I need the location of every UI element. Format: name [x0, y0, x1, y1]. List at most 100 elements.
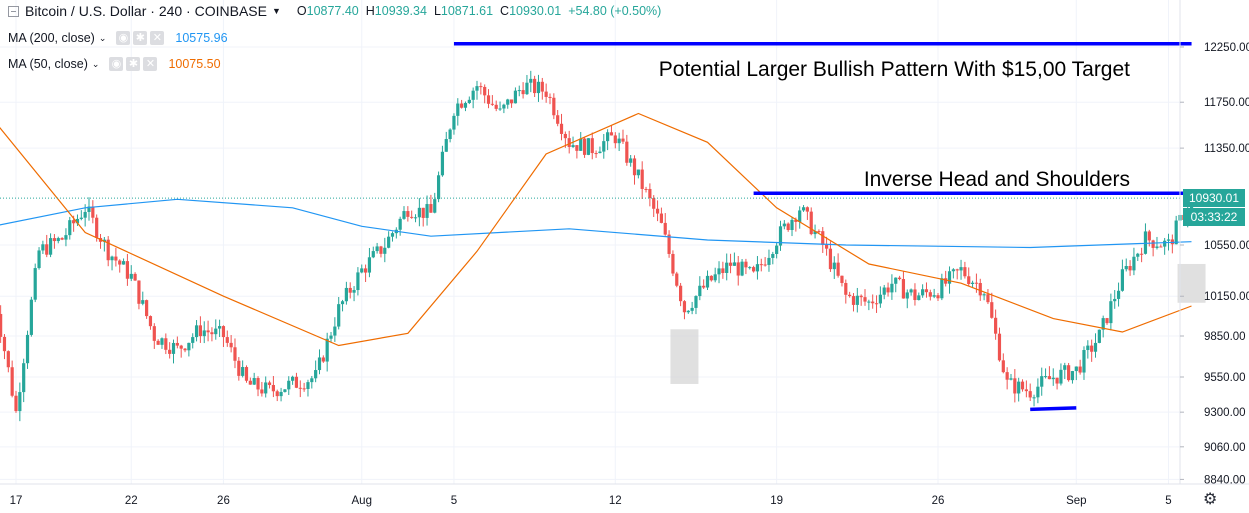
candle-body — [406, 211, 410, 217]
ohlc-close: C10930.01 — [500, 4, 562, 18]
candle-body — [160, 338, 164, 345]
candle-body — [298, 387, 302, 389]
candle-body — [363, 268, 368, 273]
candle-body — [1132, 256, 1136, 271]
candle-body — [951, 269, 955, 272]
candle-body — [452, 115, 456, 130]
candle-body — [444, 139, 448, 152]
candle-body — [644, 188, 648, 190]
candle-body — [675, 273, 679, 286]
candle-body — [1151, 240, 1155, 248]
indicator-value: 10075.50 — [168, 57, 221, 71]
gear-icon[interactable]: ✱ — [126, 57, 141, 71]
ohlc-values: O10877.40 H10939.34 L10871.61 C10930.01 … — [297, 4, 661, 18]
candle-body — [625, 141, 629, 163]
candle-body — [1043, 376, 1048, 378]
candle-body — [982, 294, 986, 296]
candle-body — [333, 326, 337, 336]
indicator-name[interactable]: MA (50, close) — [8, 57, 88, 71]
candle-body — [1136, 253, 1140, 257]
candle-body — [68, 220, 72, 236]
candle-body — [475, 86, 479, 91]
candle-body — [582, 138, 587, 155]
candle-body — [786, 223, 790, 230]
candle-body — [901, 279, 906, 299]
candle-body — [924, 289, 929, 293]
close-icon[interactable]: ✕ — [143, 57, 158, 71]
chevron-down-icon[interactable]: ▼ — [271, 6, 281, 16]
candle-body — [275, 391, 279, 397]
candle-body — [45, 244, 49, 255]
symbol-title[interactable]: Bitcoin / U.S. Dollar · 240 · COINBASE — [25, 3, 267, 19]
candle-body — [848, 294, 852, 297]
candle-body — [383, 247, 387, 254]
candle-body — [844, 282, 848, 295]
candle-body — [402, 211, 406, 219]
candle-body — [440, 151, 445, 176]
candle-body — [767, 257, 771, 265]
gear-icon[interactable]: ✱ — [133, 31, 148, 45]
eye-icon[interactable]: ◉ — [109, 57, 124, 71]
candle-body — [506, 99, 510, 105]
candle-body — [110, 256, 114, 261]
candle-body — [145, 300, 149, 317]
candle-body — [959, 267, 963, 271]
chevron-down-icon[interactable]: ⌄ — [91, 58, 100, 69]
candle-body — [894, 277, 898, 284]
candle-body — [736, 262, 740, 276]
candle-body — [1143, 231, 1148, 254]
chevron-down-icon[interactable]: ⌄ — [98, 32, 107, 43]
minus-square-icon[interactable] — [8, 5, 19, 17]
candle-body — [867, 301, 871, 303]
candle-body — [56, 238, 60, 242]
candle-body — [1159, 246, 1163, 248]
indicator-name[interactable]: MA (200, close) — [8, 31, 95, 45]
candle-body — [2, 336, 7, 352]
candle-body — [878, 294, 882, 304]
candle-body — [398, 218, 402, 230]
candle-body — [348, 287, 352, 293]
time-tick-label: 5 — [451, 495, 457, 507]
ma50-line — [0, 112, 1192, 347]
candle-body — [72, 220, 76, 224]
candle-body — [302, 388, 306, 390]
candle-body — [955, 269, 959, 271]
candle-body — [325, 338, 329, 362]
chart-grid — [0, 0, 1180, 484]
candle-body — [594, 153, 598, 155]
candle-body — [832, 262, 836, 270]
candle-body — [986, 294, 990, 303]
candle-body — [479, 86, 483, 88]
candle-body — [279, 391, 283, 397]
candle-body — [782, 223, 786, 227]
candle-body — [824, 244, 829, 249]
indicator-ma200[interactable]: MA (200, close) ⌄ ◉ ✱ ✕ 10575.96 — [8, 28, 228, 48]
gear-icon[interactable]: ⚙ — [1203, 491, 1218, 508]
candle-body — [60, 238, 64, 240]
candle-body — [682, 301, 687, 313]
candle-body — [1024, 389, 1028, 392]
candle-body — [1005, 372, 1009, 380]
candle-body — [467, 99, 471, 104]
candle-body — [1063, 365, 1067, 370]
candle-body — [171, 342, 176, 354]
candle-body — [179, 345, 183, 349]
indicator-ma50[interactable]: MA (50, close) ⌄ ◉ ✱ ✕ 10075.50 — [8, 54, 221, 74]
candle-body — [705, 275, 710, 288]
candle-body — [337, 304, 341, 327]
candle-body — [913, 289, 917, 301]
highlight-box — [1177, 263, 1206, 303]
eye-icon[interactable]: ◉ — [116, 31, 131, 45]
candle-body — [121, 261, 126, 265]
candle-body — [321, 357, 325, 362]
candle-body — [702, 285, 706, 288]
candle-body — [1017, 381, 1021, 394]
candle-body — [567, 138, 571, 147]
candle-body — [156, 340, 160, 345]
close-icon[interactable]: ✕ — [150, 31, 165, 45]
candle-body — [498, 108, 502, 110]
indicator-value: 10575.96 — [175, 31, 228, 45]
candle-body — [1051, 377, 1055, 380]
candle-body — [544, 91, 548, 97]
